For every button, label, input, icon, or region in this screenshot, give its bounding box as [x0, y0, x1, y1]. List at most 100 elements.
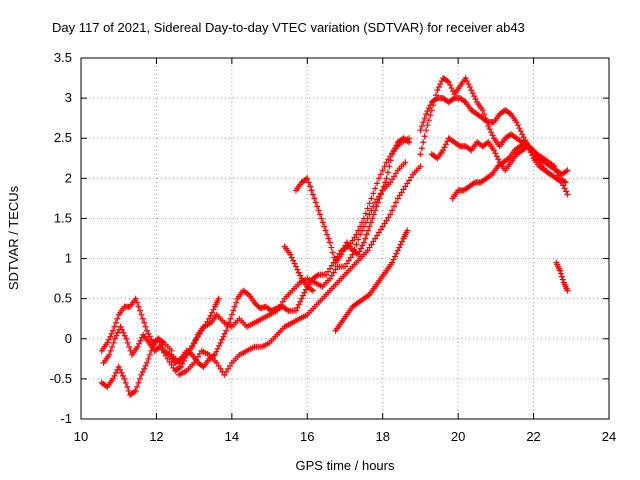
- series-arc-9: [417, 95, 571, 198]
- data-point: [366, 200, 373, 207]
- data-point: [295, 269, 302, 276]
- data-point: [231, 303, 238, 310]
- data-point: [326, 239, 333, 246]
- data-point: [560, 182, 567, 189]
- data-point: [387, 211, 394, 218]
- data-point: [379, 187, 386, 194]
- data-point: [424, 108, 431, 115]
- data-point: [132, 295, 139, 302]
- data-point: [322, 227, 329, 234]
- data-point: [520, 134, 527, 141]
- data-point: [142, 362, 149, 369]
- x-tick-label: 14: [225, 429, 239, 444]
- data-point: [135, 303, 142, 310]
- y-tick-label: 0.5: [54, 291, 72, 306]
- data-point: [106, 351, 113, 358]
- y-tick-label: 3.5: [54, 50, 72, 65]
- data-point: [445, 79, 452, 86]
- data-point: [121, 375, 128, 382]
- data-point: [119, 326, 126, 333]
- data-point: [323, 271, 330, 278]
- data-point: [221, 330, 228, 337]
- data-point: [307, 183, 314, 190]
- data-point: [364, 247, 371, 254]
- data-point: [141, 319, 148, 326]
- data-point: [408, 174, 414, 181]
- data-point: [139, 368, 146, 375]
- data-point: [342, 263, 348, 270]
- series-arc-10: [428, 135, 554, 178]
- data-point: [377, 191, 384, 198]
- data-point: [223, 327, 230, 334]
- data-point: [367, 219, 374, 226]
- data-point: [311, 195, 318, 202]
- data-point: [211, 351, 218, 358]
- data-point: [297, 298, 304, 305]
- data-point: [139, 315, 146, 322]
- grid: [81, 58, 609, 419]
- data-point: [329, 249, 336, 256]
- data-point: [393, 142, 400, 149]
- data-point: [132, 387, 139, 394]
- data-point: [464, 78, 471, 85]
- data-point: [108, 330, 115, 337]
- data-point: [312, 199, 319, 206]
- data-point: [376, 195, 383, 202]
- data-point: [418, 123, 425, 130]
- data-point: [300, 292, 307, 299]
- y-tick-label: 2.5: [54, 130, 72, 145]
- data-point: [396, 192, 403, 199]
- data-point: [309, 287, 316, 294]
- data-point: [481, 111, 488, 118]
- data-point: [418, 145, 425, 152]
- x-tick-label: 20: [451, 429, 465, 444]
- data-point: [400, 186, 407, 193]
- data-point: [564, 191, 571, 198]
- x-axis-label: GPS time / hours: [296, 458, 395, 473]
- data-point: [402, 159, 409, 166]
- data-point: [417, 127, 424, 134]
- y-tick-label: 0: [65, 331, 72, 346]
- data-point: [360, 239, 367, 246]
- data-point: [326, 275, 333, 282]
- data-point: [385, 214, 392, 221]
- data-point: [372, 207, 379, 214]
- data-point: [328, 272, 335, 279]
- data-point: [104, 339, 111, 346]
- series-arc-6: [292, 135, 413, 266]
- data-point: [217, 365, 224, 372]
- data-point: [301, 289, 308, 296]
- data-point: [198, 327, 205, 334]
- data-point: [136, 375, 143, 382]
- data-point: [288, 254, 295, 261]
- data-point: [162, 352, 169, 359]
- x-tick-labels: 10 12 14 16 18 20 22 24: [74, 429, 616, 444]
- data-point: [369, 215, 376, 222]
- data-point: [362, 235, 369, 242]
- data-point: [489, 132, 496, 139]
- data-point: [124, 383, 131, 390]
- data-point: [109, 343, 116, 350]
- data-point: [417, 151, 424, 158]
- data-point: [515, 122, 522, 129]
- data-point: [355, 236, 362, 243]
- data-point: [421, 133, 428, 140]
- data-point: [107, 333, 114, 340]
- data-point: [114, 315, 121, 322]
- data-point: [207, 312, 214, 319]
- data-point: [134, 299, 141, 306]
- data-point: [125, 387, 132, 394]
- data-point: [377, 171, 384, 178]
- data-point: [325, 235, 332, 242]
- data-point: [492, 150, 499, 157]
- data-point: [120, 329, 127, 336]
- data-point: [294, 266, 301, 273]
- data-point: [324, 231, 331, 238]
- data-point: [375, 229, 382, 236]
- data-point: [111, 335, 118, 342]
- data-point: [144, 327, 150, 334]
- data-point: [389, 207, 396, 214]
- data-point: [517, 128, 524, 135]
- data-marks: [98, 75, 571, 398]
